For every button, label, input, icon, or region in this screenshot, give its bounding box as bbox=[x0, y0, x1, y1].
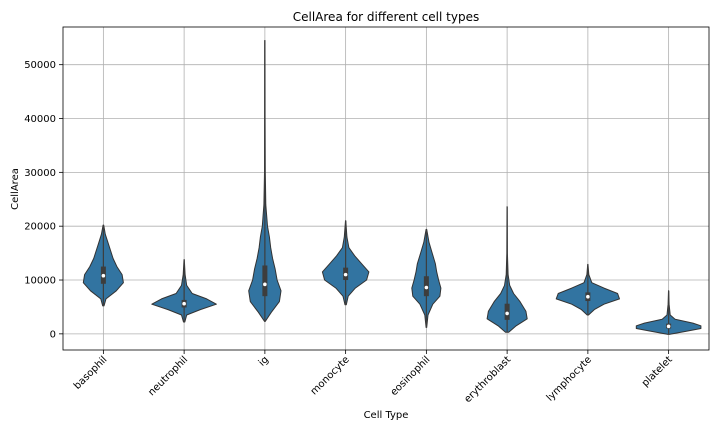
violin-median bbox=[505, 311, 509, 316]
x-tick-label: erythroblast bbox=[462, 354, 513, 405]
x-tick-label: monocyte bbox=[309, 354, 352, 397]
y-tick-label: 0 bbox=[50, 329, 56, 340]
y-tick-label: 30000 bbox=[24, 168, 56, 179]
violins bbox=[82, 40, 702, 335]
x-tick-label: lymphocyte bbox=[545, 354, 594, 403]
x-axis-ticks: basophil neutrophil ig monocyte eosinophil er… bbox=[72, 350, 675, 405]
violin-median bbox=[666, 324, 671, 329]
y-tick-label: 40000 bbox=[24, 114, 56, 125]
y-axis-label: CellArea bbox=[10, 168, 21, 210]
x-tick-label: eosinophil bbox=[389, 354, 433, 398]
chart-title: CellArea for different cell types bbox=[293, 10, 479, 24]
y-axis-ticks: 0 10000 20000 30000 40000 50000 bbox=[24, 60, 63, 340]
violin-iqr-box bbox=[262, 265, 268, 297]
violin-median bbox=[182, 301, 186, 306]
x-tick-label: neutrophil bbox=[146, 354, 190, 398]
y-tick-label: 50000 bbox=[24, 60, 56, 71]
x-tick-label: basophil bbox=[72, 354, 110, 392]
violin-median bbox=[424, 285, 429, 290]
violin-median bbox=[263, 282, 267, 287]
x-tick-label: ig bbox=[257, 354, 271, 368]
y-tick-label: 20000 bbox=[24, 222, 56, 233]
x-axis-label: Cell Type bbox=[364, 410, 409, 421]
violin-median bbox=[343, 272, 348, 277]
plot-frame bbox=[62, 26, 710, 351]
violin-median bbox=[586, 294, 590, 299]
y-tick-label: 10000 bbox=[24, 276, 56, 287]
violin-median bbox=[101, 273, 106, 278]
x-tick-label: platelet bbox=[640, 354, 675, 389]
